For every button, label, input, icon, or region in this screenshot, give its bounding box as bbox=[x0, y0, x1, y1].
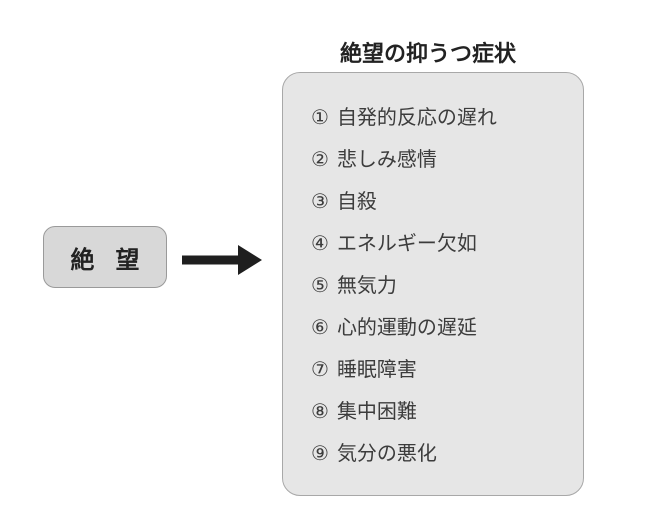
symptom-item: ⑤無気力 bbox=[311, 265, 583, 307]
source-concept-label: 絶 望 bbox=[70, 240, 146, 275]
item-label: 自殺 bbox=[337, 181, 377, 223]
symptom-item: ⑥心的運動の遅延 bbox=[311, 307, 583, 349]
item-number: ⑦ bbox=[311, 349, 329, 391]
source-concept-box: 絶 望 bbox=[43, 226, 167, 288]
symptom-item: ⑦睡眠障害 bbox=[311, 349, 583, 391]
item-number: ③ bbox=[311, 181, 329, 223]
item-label: 睡眠障害 bbox=[337, 349, 417, 391]
item-number: ② bbox=[311, 139, 329, 181]
symptom-item: ④エネルギー欠如 bbox=[311, 223, 583, 265]
item-label: 悲しみ感情 bbox=[337, 139, 437, 181]
item-number: ⑨ bbox=[311, 433, 329, 475]
symptom-item: ③自殺 bbox=[311, 181, 583, 223]
item-number: ⑥ bbox=[311, 307, 329, 349]
symptom-item: ⑧集中困難 bbox=[311, 391, 583, 433]
item-label: 集中困難 bbox=[337, 391, 417, 433]
symptoms-list: ①自発的反応の遅れ②悲しみ感情③自殺④エネルギー欠如⑤無気力⑥心的運動の遅延⑦睡… bbox=[311, 97, 583, 475]
item-number: ① bbox=[311, 97, 329, 139]
symptom-item: ②悲しみ感情 bbox=[311, 139, 583, 181]
item-number: ⑤ bbox=[311, 265, 329, 307]
item-label: 気分の悪化 bbox=[337, 433, 437, 475]
symptom-item: ①自発的反応の遅れ bbox=[311, 97, 583, 139]
symptom-item: ⑨気分の悪化 bbox=[311, 433, 583, 475]
symptoms-box: ①自発的反応の遅れ②悲しみ感情③自殺④エネルギー欠如⑤無気力⑥心的運動の遅延⑦睡… bbox=[282, 72, 584, 496]
item-number: ⑧ bbox=[311, 391, 329, 433]
item-label: 自発的反応の遅れ bbox=[337, 97, 497, 139]
arrow-icon bbox=[182, 245, 262, 275]
diagram-title: 絶望の抑うつ症状 bbox=[340, 36, 516, 68]
item-number: ④ bbox=[311, 223, 329, 265]
item-label: エネルギー欠如 bbox=[337, 223, 477, 265]
item-label: 心的運動の遅延 bbox=[337, 307, 477, 349]
item-label: 無気力 bbox=[337, 265, 397, 307]
